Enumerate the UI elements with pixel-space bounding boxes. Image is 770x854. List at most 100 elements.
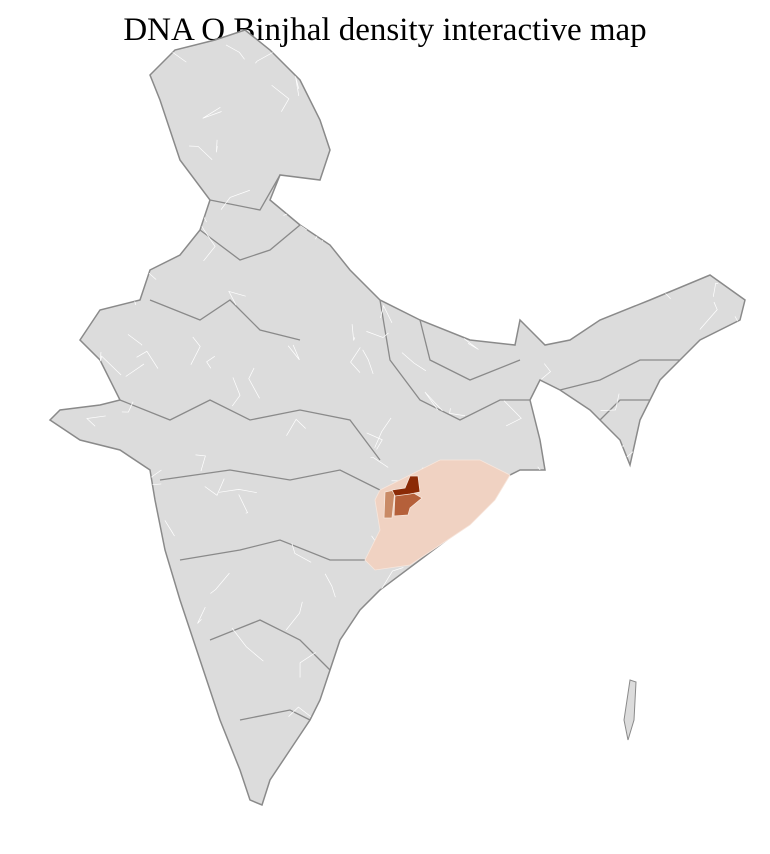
district-border-line (126, 688, 150, 706)
district-border-line (401, 228, 417, 245)
district-border-line (161, 697, 175, 716)
india-landmass (48, 29, 746, 807)
district-border-line (458, 627, 486, 642)
india-outline (48, 29, 746, 807)
district-border-line (204, 478, 225, 496)
district-border-line (123, 596, 140, 617)
district-border-line (101, 263, 119, 269)
district-border-line (125, 596, 145, 613)
district-border-line (503, 400, 522, 427)
district-border-line (716, 705, 728, 728)
district-border-line (607, 444, 624, 457)
district-border-line (573, 622, 590, 637)
district-border-line (352, 736, 374, 755)
district-border-line (225, 44, 245, 60)
district-border-line (354, 206, 371, 212)
district-border-line (210, 572, 230, 594)
district-border-line (451, 314, 474, 333)
district-border-line (295, 76, 300, 96)
district-border-line (32, 308, 48, 328)
district-border-line (79, 230, 82, 250)
density-low-districts[interactable] (364, 459, 511, 571)
district-border-line (536, 478, 556, 494)
district-border-line (142, 551, 149, 566)
district-border-line (689, 426, 722, 434)
district-border-line (451, 284, 467, 299)
district-border-line (670, 81, 680, 112)
district-border-line (657, 222, 677, 237)
state-border-line (179, 539, 365, 561)
district-border-line (114, 54, 146, 80)
district-border-line (601, 609, 622, 630)
district-border-line (50, 674, 57, 690)
district-border-line (522, 576, 541, 594)
district-border-line (285, 601, 303, 631)
district-border-line (657, 717, 671, 736)
district-border-line (84, 752, 97, 769)
district-border-line (362, 349, 374, 374)
district-border-line (107, 526, 128, 547)
district-border-line (238, 494, 249, 514)
district-border-line (479, 540, 493, 568)
district-border-line (442, 164, 465, 174)
district-border-line (125, 363, 145, 377)
state-border-line (159, 469, 381, 491)
district-border-line (37, 783, 47, 801)
district-border-line (136, 350, 159, 369)
district-border-line (534, 30, 557, 47)
district-border-line (378, 669, 397, 703)
district-border-line (533, 279, 555, 282)
district-border-line (364, 765, 384, 797)
district-border-line (684, 183, 703, 197)
district-border-line (357, 144, 369, 153)
district-border-line (570, 749, 576, 766)
district-border-line (110, 284, 129, 302)
district-border-line (324, 573, 336, 598)
district-border-line (664, 769, 678, 788)
district-border-line (744, 179, 745, 202)
district-border-line (288, 706, 311, 717)
density-medium-low-district[interactable] (383, 489, 396, 519)
district-border-line (100, 42, 115, 62)
district-border-line (352, 708, 368, 722)
district-border-line (680, 121, 700, 145)
district-border-line (696, 453, 709, 491)
district-border-line (465, 157, 474, 181)
district-border-line (488, 754, 521, 766)
district-border-line (408, 287, 429, 300)
state-border-line (559, 359, 680, 391)
district-border-line (291, 543, 312, 563)
district-border-line (401, 352, 427, 372)
state-border-line (149, 299, 301, 341)
district-border-line (593, 285, 607, 304)
district-border-line (127, 334, 143, 346)
district-border-line (713, 253, 738, 274)
district-border-line (632, 759, 639, 775)
district-border-line (121, 272, 126, 290)
district-border-line (104, 68, 119, 89)
district-border-line (701, 648, 719, 663)
district-border-line (370, 456, 389, 468)
district-border-line (614, 54, 644, 83)
district-border-line (130, 570, 147, 599)
district-border-line (72, 283, 104, 306)
district-border-line (696, 539, 709, 571)
district-border-line (563, 525, 588, 561)
district-border-line (83, 489, 108, 495)
odisha-density-region[interactable] (364, 459, 511, 571)
district-border-line (190, 336, 201, 365)
district-border-line (424, 391, 443, 412)
district-border-line (369, 213, 387, 227)
district-border-line (443, 188, 449, 205)
district-border-line (509, 489, 530, 506)
district-border-line (598, 743, 607, 777)
district-border-line (299, 652, 316, 678)
district-border-line (380, 304, 393, 323)
district-border-line (534, 630, 550, 641)
district-border-line (95, 146, 101, 158)
density-high-district[interactable] (391, 475, 421, 497)
district-border-line (683, 564, 699, 578)
district-border-line (522, 522, 550, 539)
district-border-line (121, 401, 134, 413)
